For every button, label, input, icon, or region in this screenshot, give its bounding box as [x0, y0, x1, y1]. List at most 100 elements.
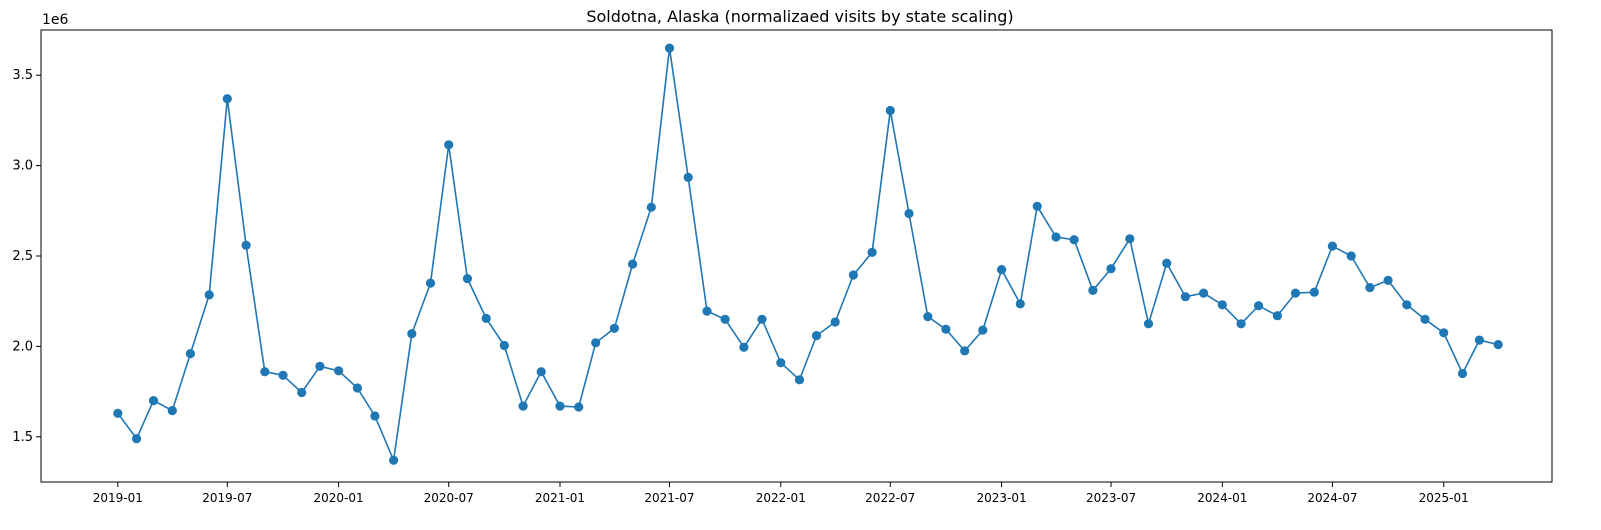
data-point: [204, 290, 214, 300]
data-point: [739, 342, 749, 352]
data-point: [923, 312, 933, 322]
x-tick-label: 2020-07: [424, 491, 474, 505]
data-point: [148, 396, 159, 406]
x-tick-label: 2020-01: [314, 491, 364, 505]
data-point: [811, 331, 822, 341]
data-point: [776, 358, 786, 368]
y-tick-label: 1.5: [12, 430, 33, 445]
data-point: [1402, 300, 1412, 310]
y-tick-label: 3.0: [12, 159, 33, 174]
x-tick-label: 2022-01: [756, 491, 806, 505]
data-point: [407, 329, 417, 339]
data-point: [1254, 301, 1264, 311]
data-point: [1069, 235, 1079, 245]
data-point: [609, 323, 620, 333]
data-point: [185, 349, 195, 359]
x-tick-label: 2023-01: [976, 491, 1026, 505]
y-tick-label: 3.5: [12, 68, 33, 83]
series-line: [117, 47, 1499, 464]
data-point: [1493, 340, 1503, 350]
data-point: [574, 402, 584, 412]
x-tick-label: 2025-01: [1419, 491, 1469, 505]
data-point: [167, 406, 177, 416]
data-point: [389, 455, 399, 465]
data-point: [1420, 314, 1430, 324]
x-tick-label: 2023-07: [1086, 491, 1136, 505]
plot-frame: [40, 29, 1553, 483]
data-point: [1143, 319, 1154, 329]
axes: 2019-01 2019-07 2020-01 2020-07 2021-01 2021-…: [12, 29, 1553, 505]
data-point: [444, 140, 454, 150]
data-point: [830, 317, 840, 327]
data-point: [1236, 319, 1246, 329]
data-point: [1309, 287, 1319, 297]
data-point: [499, 340, 509, 351]
x-tick-label: 2021-01: [535, 491, 585, 505]
data-point: [904, 208, 914, 219]
data-point: [1474, 335, 1484, 345]
x-tick-label: 2019-07: [202, 491, 252, 505]
data-point: [352, 383, 362, 393]
x-tick-label: 2022-07: [865, 491, 915, 505]
data-point: [683, 172, 693, 182]
data-point: [978, 325, 988, 335]
data-point: [794, 375, 805, 385]
data-point: [848, 270, 859, 280]
data-point: [334, 366, 344, 376]
y-tick-label: 2.5: [12, 249, 33, 264]
data-point: [297, 387, 307, 398]
data-point: [628, 259, 638, 269]
data-point: [1327, 241, 1337, 251]
x-tick-label: 2024-07: [1307, 491, 1357, 505]
data-point: [1439, 328, 1449, 338]
data-point: [536, 367, 546, 377]
data-point: [1051, 232, 1061, 242]
data-point: [997, 265, 1007, 275]
data-point: [462, 274, 472, 284]
data-point: [757, 314, 767, 324]
data-point: [1199, 288, 1209, 298]
data-point: [1365, 283, 1375, 293]
data-point: [1272, 311, 1282, 321]
data-point: [481, 313, 491, 323]
data-point: [960, 346, 970, 356]
x-tick-label: 2021-07: [644, 491, 694, 505]
data-point: [702, 306, 712, 316]
data-point: [646, 202, 656, 212]
data-point: [518, 401, 528, 411]
data-point: [425, 278, 436, 288]
chart-title: Soldotna, Alaska (normalizaed visits by …: [586, 7, 1013, 26]
data-point: [1217, 300, 1227, 310]
data-point: [1106, 264, 1116, 274]
data-point: [1346, 251, 1356, 261]
x-tick-label: 2024-01: [1197, 491, 1247, 505]
data-point: [370, 411, 380, 421]
data-point: [132, 434, 142, 444]
data-point: [1032, 201, 1042, 211]
x-tick-label: 2019-01: [93, 491, 143, 505]
data-point: [315, 361, 325, 371]
data-point: [867, 247, 877, 257]
data-point: [278, 370, 288, 380]
data-point: [555, 401, 565, 411]
data-point: [885, 105, 895, 116]
data-point: [260, 367, 270, 377]
y-tick-label: 2.0: [12, 339, 33, 354]
data-point: [1457, 368, 1468, 379]
data-point: [1125, 234, 1135, 244]
data-series: [113, 43, 1503, 465]
data-point: [664, 43, 675, 53]
data-point: [1088, 285, 1098, 295]
data-point: [941, 324, 951, 334]
data-point: [1015, 299, 1025, 309]
data-point: [241, 240, 251, 250]
y-offset-label: 1e6: [42, 12, 69, 28]
data-point: [1180, 292, 1190, 302]
data-point: [113, 408, 123, 418]
data-point: [1290, 288, 1301, 298]
data-point: [591, 338, 601, 348]
data-point: [222, 94, 232, 104]
data-point: [1383, 275, 1393, 285]
